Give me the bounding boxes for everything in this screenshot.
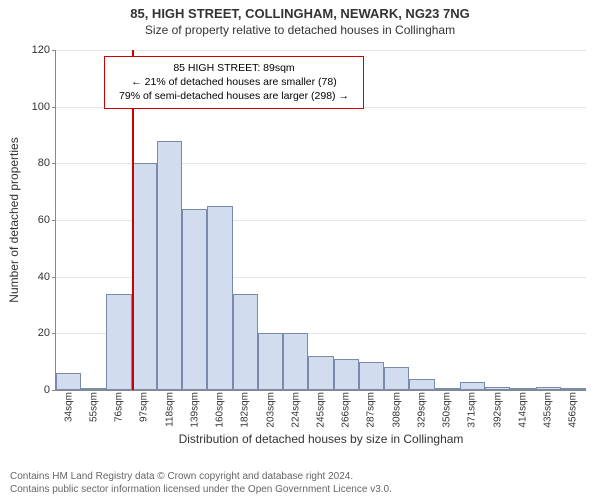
x-axis-label: Distribution of detached houses by size …: [179, 432, 464, 446]
histogram-bar: [510, 388, 535, 390]
histogram-bar: [157, 141, 182, 390]
histogram-bar: [359, 362, 384, 390]
x-tick-label: 55sqm: [88, 392, 99, 422]
annotation-line-2: ← 21% of detached houses are smaller (78…: [113, 75, 355, 89]
histogram-bar: [182, 209, 207, 390]
x-tick-label: 329sqm: [416, 392, 427, 428]
attribution-footer: Contains HM Land Registry data © Crown c…: [10, 470, 392, 496]
histogram-bar: [536, 387, 561, 390]
histogram-bar: [485, 387, 510, 390]
annotation-line-3: 79% of semi-detached houses are larger (…: [113, 89, 355, 103]
x-tick-label: 287sqm: [366, 392, 377, 428]
x-tick-label: 139sqm: [189, 392, 200, 428]
histogram-bar: [308, 356, 333, 390]
gridline: [56, 50, 586, 51]
chart-area: Number of detached properties Distributi…: [0, 44, 600, 440]
x-tick-label: 350sqm: [442, 392, 453, 428]
histogram-bar: [81, 388, 106, 390]
y-tick-label: 0: [44, 384, 50, 396]
histogram-bar: [233, 294, 258, 390]
y-tick-label: 120: [32, 44, 50, 56]
footer-line-2: Contains public sector information licen…: [10, 483, 392, 496]
histogram-bar: [258, 333, 283, 390]
histogram-bar: [409, 379, 434, 390]
x-tick-label: 414sqm: [517, 392, 528, 428]
x-tick-label: 76sqm: [114, 392, 125, 422]
chart-title: 85, HIGH STREET, COLLINGHAM, NEWARK, NG2…: [0, 6, 600, 21]
x-tick-label: 34sqm: [63, 392, 74, 422]
histogram-bar: [435, 388, 460, 390]
histogram-bar: [207, 206, 232, 390]
x-tick-label: 97sqm: [139, 392, 150, 422]
x-tick-label: 435sqm: [543, 392, 554, 428]
x-tick-label: 203sqm: [265, 392, 276, 428]
y-tick-label: 100: [32, 101, 50, 113]
x-tick-label: 160sqm: [215, 392, 226, 428]
x-tick-label: 266sqm: [341, 392, 352, 428]
histogram-bar: [283, 333, 308, 390]
histogram-bar: [106, 294, 131, 390]
histogram-plot: Number of detached properties Distributi…: [55, 50, 586, 391]
x-tick-label: 245sqm: [316, 392, 327, 428]
histogram-bar: [384, 367, 409, 390]
y-tick-label: 60: [38, 214, 50, 226]
histogram-bar: [561, 388, 586, 390]
x-tick-label: 371sqm: [467, 392, 478, 428]
title-block: 85, HIGH STREET, COLLINGHAM, NEWARK, NG2…: [0, 0, 600, 37]
y-tick-label: 40: [38, 271, 50, 283]
annotation-box: 85 HIGH STREET: 89sqm← 21% of detached h…: [104, 56, 364, 109]
y-axis-label: Number of detached properties: [7, 137, 21, 302]
x-tick-label: 118sqm: [164, 392, 175, 427]
y-tick-label: 80: [38, 157, 50, 169]
histogram-bar: [460, 382, 485, 391]
x-tick-label: 308sqm: [391, 392, 402, 428]
x-tick-label: 392sqm: [492, 392, 503, 428]
y-tick-label: 20: [38, 327, 50, 339]
histogram-bar: [132, 163, 157, 390]
x-tick-label: 224sqm: [290, 392, 301, 428]
chart-subtitle: Size of property relative to detached ho…: [0, 23, 600, 37]
histogram-bar: [56, 373, 81, 390]
histogram-bar: [334, 359, 359, 390]
footer-line-1: Contains HM Land Registry data © Crown c…: [10, 470, 392, 483]
x-tick-label: 456sqm: [568, 392, 579, 428]
annotation-line-1: 85 HIGH STREET: 89sqm: [113, 61, 355, 75]
x-tick-label: 182sqm: [240, 392, 251, 428]
